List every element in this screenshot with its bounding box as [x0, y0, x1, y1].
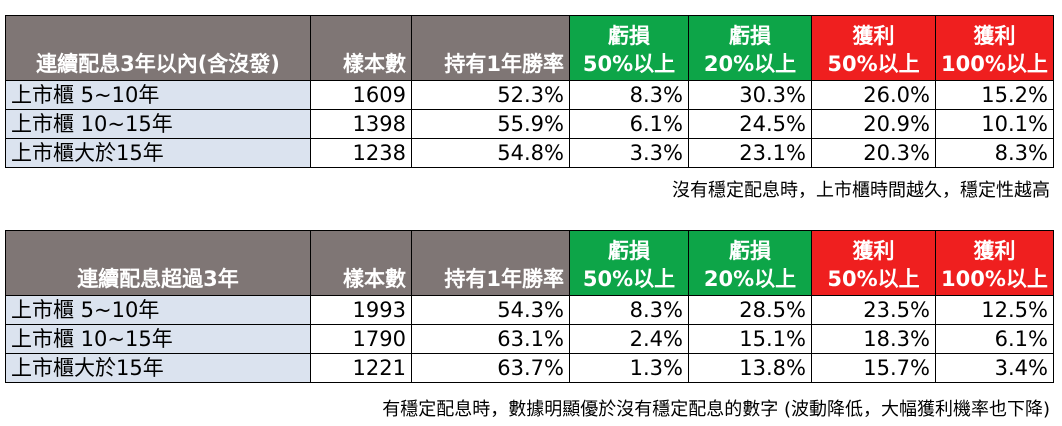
header-gain-100-line1: 獲利: [973, 24, 1016, 48]
cell-loss-50: 3.3%: [569, 138, 689, 168]
cell-gain-50: 18.3%: [811, 324, 936, 354]
cell-gain-100: 10.1%: [935, 109, 1054, 139]
cell-gain-50: 20.9%: [811, 109, 936, 139]
cell-winrate: 52.3%: [411, 80, 570, 110]
header-loss-50-line1: 虧損: [608, 239, 650, 263]
header-loss-20-line1: 虧損: [729, 239, 771, 263]
header-loss-20-line2: 20%以上: [703, 267, 797, 291]
header-gain-100-line2: 100%以上: [941, 267, 1048, 291]
header-row: 連續配息超過3年 樣本數 持有1年勝率 虧損 50%以上 虧損 20%以上 獲利…: [5, 230, 1054, 296]
table-note: 有穩定配息時，數據明顯優於沒有穩定配息的數字 (波動降低，大幅獲利機率也下降): [382, 399, 1050, 420]
header-loss-50-line1: 虧損: [608, 24, 650, 48]
cell-gain-100: 15.2%: [935, 80, 1054, 110]
cell-loss-20: 24.5%: [688, 109, 812, 139]
table-row: 上市櫃大於15年 1221 63.7% 1.3% 13.8% 15.7% 3.4…: [5, 353, 1054, 383]
header-loss-20: 虧損 20%以上: [688, 15, 812, 81]
cell-samples: 1221: [310, 353, 412, 383]
cell-gain-100: 3.4%: [935, 353, 1054, 383]
cell-loss-50: 8.3%: [569, 80, 689, 110]
header-gain-100: 獲利 100%以上: [935, 230, 1054, 296]
header-gain-100-line1: 獲利: [973, 239, 1016, 263]
row-category: 上市櫃大於15年: [5, 138, 311, 168]
header-winrate: 持有1年勝率: [411, 230, 570, 296]
header-loss-50-line2: 50%以上: [582, 267, 676, 291]
cell-gain-50: 23.5%: [811, 295, 936, 325]
header-gain-50: 獲利 50%以上: [811, 230, 936, 296]
cell-winrate: 55.9%: [411, 109, 570, 139]
cell-samples: 1398: [310, 109, 412, 139]
table-row: 上市櫃大於15年 1238 54.8% 3.3% 23.1% 20.3% 8.3…: [5, 138, 1054, 168]
row-category: 上市櫃 10~15年: [5, 109, 311, 139]
cell-winrate: 54.3%: [411, 295, 570, 325]
header-gain-50-line2: 50%以上: [827, 267, 920, 291]
cell-winrate: 63.1%: [411, 324, 570, 354]
cell-gain-50: 20.3%: [811, 138, 936, 168]
cell-loss-20: 28.5%: [688, 295, 812, 325]
cell-gain-50: 26.0%: [811, 80, 936, 110]
header-loss-20: 虧損 20%以上: [688, 230, 812, 296]
cell-loss-50: 1.3%: [569, 353, 689, 383]
header-loss-50: 虧損 50%以上: [569, 230, 689, 296]
header-gain-50: 獲利 50%以上: [811, 15, 936, 81]
header-gain-50-line1: 獲利: [852, 24, 895, 48]
cell-loss-20: 15.1%: [688, 324, 812, 354]
row-category: 上市櫃 5~10年: [5, 80, 311, 110]
table-dividend-over-3-years: 連續配息超過3年 樣本數 持有1年勝率 虧損 50%以上 虧損 20%以上 獲利…: [5, 230, 1054, 383]
row-category: 上市櫃大於15年: [5, 353, 311, 383]
header-category: 連續配息超過3年: [5, 230, 311, 296]
row-category: 上市櫃 5~10年: [5, 295, 311, 325]
table-row: 上市櫃 5~10年 1609 52.3% 8.3% 30.3% 26.0% 15…: [5, 80, 1054, 110]
cell-loss-50: 8.3%: [569, 295, 689, 325]
cell-loss-20: 23.1%: [688, 138, 812, 168]
cell-samples: 1993: [310, 295, 412, 325]
cell-samples: 1790: [310, 324, 412, 354]
cell-loss-20: 13.8%: [688, 353, 812, 383]
header-samples: 樣本數: [310, 230, 412, 296]
cell-winrate: 63.7%: [411, 353, 570, 383]
header-category: 連續配息3年以內(含沒發): [5, 15, 311, 81]
table-note: 沒有穩定配息時，上市櫃時間越久，穩定性越高: [672, 180, 1050, 201]
row-category: 上市櫃 10~15年: [5, 324, 311, 354]
cell-gain-100: 6.1%: [935, 324, 1054, 354]
header-loss-50: 虧損 50%以上: [569, 15, 689, 81]
cell-gain-100: 8.3%: [935, 138, 1054, 168]
header-loss-50-line2: 50%以上: [582, 52, 676, 76]
cell-samples: 1238: [310, 138, 412, 168]
header-samples: 樣本數: [310, 15, 412, 81]
table-row: 上市櫃 10~15年 1790 63.1% 2.4% 15.1% 18.3% 6…: [5, 324, 1054, 354]
cell-loss-20: 30.3%: [688, 80, 812, 110]
table-row: 上市櫃 5~10年 1993 54.3% 8.3% 28.5% 23.5% 12…: [5, 295, 1054, 325]
cell-gain-50: 15.7%: [811, 353, 936, 383]
header-gain-100-line2: 100%以上: [941, 52, 1048, 76]
header-loss-20-line2: 20%以上: [703, 52, 797, 76]
header-winrate: 持有1年勝率: [411, 15, 570, 81]
table-row: 上市櫃 10~15年 1398 55.9% 6.1% 24.5% 20.9% 1…: [5, 109, 1054, 139]
table-dividend-under-3-years: 連續配息3年以內(含沒發) 樣本數 持有1年勝率 虧損 50%以上 虧損 20%…: [5, 15, 1054, 168]
cell-gain-100: 12.5%: [935, 295, 1054, 325]
cell-loss-50: 2.4%: [569, 324, 689, 354]
cell-winrate: 54.8%: [411, 138, 570, 168]
header-gain-50-line1: 獲利: [852, 239, 895, 263]
cell-samples: 1609: [310, 80, 412, 110]
header-row: 連續配息3年以內(含沒發) 樣本數 持有1年勝率 虧損 50%以上 虧損 20%…: [5, 15, 1054, 81]
cell-loss-50: 6.1%: [569, 109, 689, 139]
header-gain-50-line2: 50%以上: [827, 52, 920, 76]
header-loss-20-line1: 虧損: [729, 24, 771, 48]
header-gain-100: 獲利 100%以上: [935, 15, 1054, 81]
